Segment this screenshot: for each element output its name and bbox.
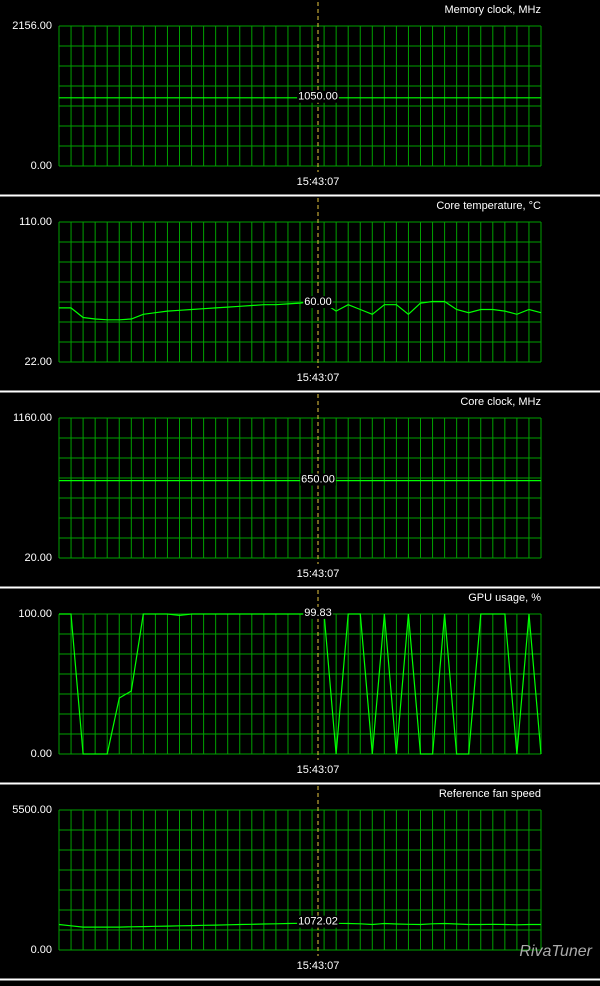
y-tick-label: 20.00 (24, 552, 52, 564)
cursor-time: 15:43:07 (297, 176, 340, 188)
y-tick-label: 1160.00 (13, 412, 52, 424)
cursor-value: 1050.00 (298, 91, 338, 103)
y-tick-label: 22.00 (24, 356, 52, 368)
data-line (59, 613, 542, 755)
data-line (59, 300, 542, 321)
chart-title: Core clock, MHz (460, 396, 541, 408)
cursor-value-bg (303, 296, 333, 309)
chart-title: Memory clock, MHz (444, 4, 541, 16)
y-tick-label: 100.00 (18, 608, 52, 620)
cursor-time: 15:43:07 (297, 764, 340, 776)
chart-title: Core temperature, °C (436, 200, 541, 212)
cursor-value: 650.00 (301, 474, 335, 486)
chart-title: GPU usage, % (468, 592, 541, 604)
cursor-value-bg (300, 473, 336, 486)
y-tick-label: 0.00 (31, 160, 52, 172)
y-tick-label: 5500.00 (12, 804, 52, 816)
y-tick-label: 110.00 (19, 216, 52, 228)
watermark: RivaTuner (519, 943, 592, 960)
y-tick-label: 2156.00 (12, 20, 52, 32)
cursor-value-bg (297, 90, 339, 103)
cursor-time: 15:43:07 (297, 568, 340, 580)
cursor-time: 15:43:07 (297, 372, 340, 384)
cursor-value-bg (297, 915, 339, 928)
cursor-value: 99.83 (304, 607, 332, 619)
cursor-value: 1072.02 (298, 916, 338, 928)
y-tick-label: 0.00 (31, 748, 52, 760)
cursor-time: 15:43:07 (297, 960, 340, 972)
cursor-value-bg (303, 606, 333, 619)
y-tick-label: 0.00 (31, 944, 52, 956)
chart-title: Reference fan speed (439, 788, 541, 800)
cursor-value: 60.00 (304, 296, 332, 308)
